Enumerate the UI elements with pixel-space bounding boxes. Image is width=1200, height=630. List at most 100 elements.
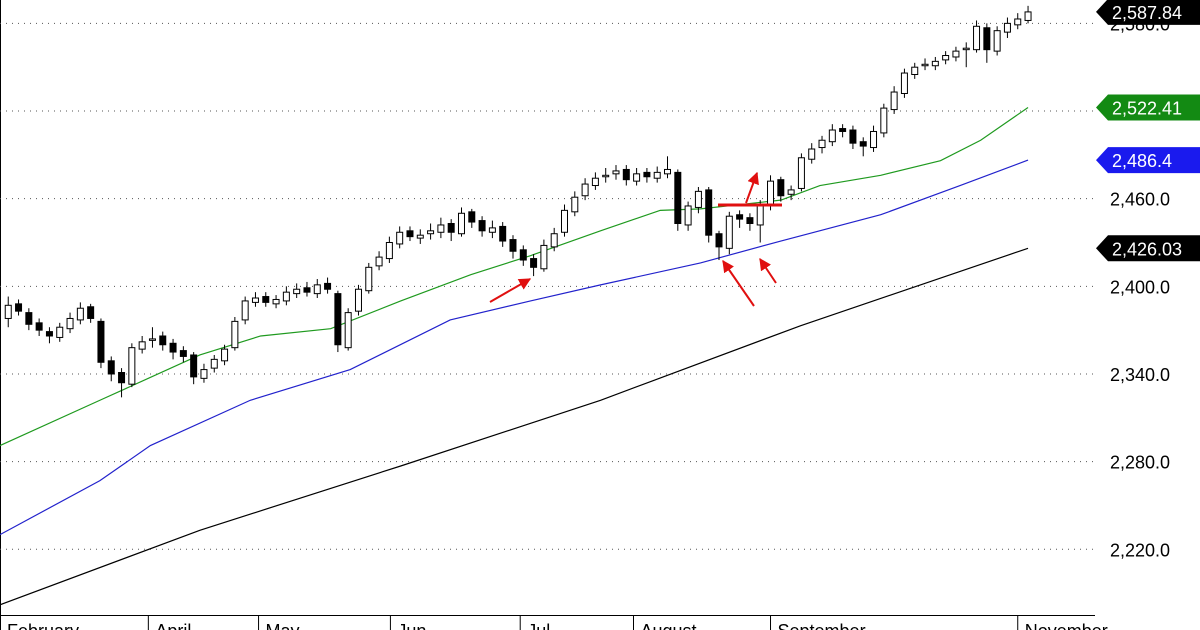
candle-body [694, 190, 702, 208]
candle-body [705, 189, 713, 236]
candle-body [674, 171, 682, 225]
x-tick-label: May [266, 621, 300, 630]
candle-body [25, 312, 33, 325]
y-tick-label: 2,340.0 [1110, 365, 1170, 385]
candle-body [15, 303, 23, 312]
candle-body [962, 47, 970, 51]
candle-body [56, 326, 64, 338]
candle-body [767, 180, 775, 207]
arrow [745, 171, 759, 204]
candle-body [880, 107, 888, 134]
candle-body [385, 241, 393, 260]
candle-body [138, 341, 146, 350]
candle-body [251, 297, 259, 303]
price-tag-label: 2,587.84 [1112, 3, 1182, 23]
candle-body [540, 244, 548, 270]
candle-body [921, 63, 929, 67]
y-tick-label: 2,400.0 [1110, 277, 1170, 297]
x-tick-label: November [1025, 621, 1108, 630]
candle-body [633, 173, 641, 182]
candle-body [602, 174, 610, 178]
candle-body [870, 130, 878, 149]
candle-body [334, 293, 342, 346]
candle-body [427, 230, 435, 235]
price-tag-label: 2,486.4 [1112, 151, 1172, 171]
candle-body [179, 350, 187, 357]
y-tick-label: 2,220.0 [1110, 540, 1170, 560]
candle-body [622, 168, 630, 181]
candle-body [293, 288, 301, 295]
x-tick-label: Jun [397, 621, 426, 630]
candle-body [66, 317, 74, 330]
candle-body [684, 205, 692, 226]
candle-body [942, 55, 950, 61]
candle-body [87, 306, 95, 319]
candle-body [468, 211, 476, 223]
candle-body [313, 284, 321, 295]
candle-body [808, 148, 816, 160]
candle-body [952, 50, 960, 58]
candle-body [128, 347, 136, 385]
ma-line [0, 159, 1029, 536]
candle-body [828, 129, 836, 143]
candle-body [416, 234, 424, 239]
candle-body [499, 225, 507, 242]
x-tick-label: Jul [527, 621, 550, 630]
candle-body [509, 239, 517, 252]
price-tag [1096, 147, 1200, 174]
arrow [759, 258, 777, 284]
candle-body [890, 91, 898, 111]
candle-body [1003, 22, 1011, 33]
candle-body [324, 282, 332, 290]
candle-body [664, 168, 672, 175]
candle-body [839, 128, 847, 132]
candle-body [900, 72, 908, 94]
candle-body [519, 249, 527, 261]
candle-body [396, 231, 404, 245]
candle-body [849, 129, 857, 144]
candle-body [447, 223, 455, 233]
y-tick-label: 2,460.0 [1110, 190, 1170, 210]
candle-body [643, 171, 651, 178]
candle-body [262, 296, 270, 303]
candle-body [911, 66, 919, 76]
candle-body [406, 230, 414, 238]
annotations [489, 171, 782, 307]
candle-body [118, 372, 126, 384]
candle-body [725, 215, 733, 249]
candle-body [35, 322, 43, 331]
candle-body [365, 266, 373, 292]
arrow [722, 260, 755, 307]
candle-body [530, 258, 538, 268]
candle-body [76, 307, 84, 321]
candle-body [591, 177, 599, 187]
candle-body [1014, 18, 1022, 26]
price-tag [1096, 94, 1200, 121]
x-tick-label: February [7, 621, 79, 630]
candle-body [715, 233, 723, 248]
candle-body [550, 233, 558, 248]
candle-body [478, 220, 486, 232]
candle-body [97, 320, 105, 363]
candle-body [107, 360, 115, 375]
candle-body [581, 183, 589, 197]
candle-body [437, 224, 445, 233]
price-tag-label: 2,522.41 [1112, 99, 1182, 119]
candle-body [457, 212, 465, 235]
x-tick-label: September [778, 621, 866, 630]
candle-body [1024, 11, 1032, 21]
candle-body [375, 256, 383, 267]
candle-body [272, 298, 280, 305]
candle-body [210, 358, 218, 369]
candle-body [282, 291, 290, 302]
candle-body [221, 348, 229, 362]
candle-body [931, 60, 939, 67]
candle-body [354, 288, 362, 312]
candle-body [777, 179, 785, 197]
price-tag [1096, 235, 1200, 262]
candle-body [612, 170, 620, 175]
candle-body [488, 227, 496, 233]
y-tick-label: 2,280.0 [1110, 453, 1170, 473]
candle-body [4, 304, 12, 319]
